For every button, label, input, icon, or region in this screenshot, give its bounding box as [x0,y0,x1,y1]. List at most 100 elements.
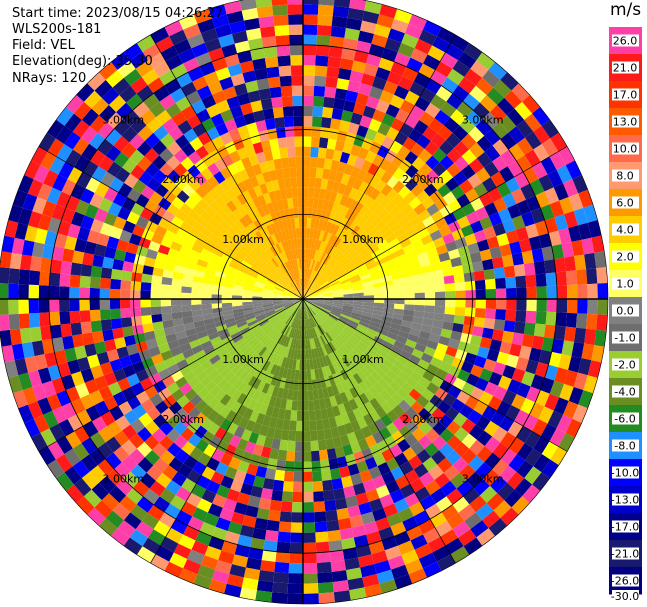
gate-cell [325,331,333,342]
gate-cell [122,424,138,440]
gate-cell [303,217,308,228]
gate-cell [214,389,227,402]
gate-cell [219,405,232,419]
gate-cell [390,564,409,580]
gate-cell [352,213,363,225]
gate-cell [98,155,114,172]
gate-cell [240,102,254,116]
gate-cell [258,570,275,583]
gate-cell [0,251,12,269]
gate-cell [290,410,298,421]
gate-cell [437,457,453,473]
gate-cell [296,258,300,269]
gate-cell [289,306,297,315]
gate-cell [408,568,428,584]
gate-cell [179,382,193,395]
gate-cell [296,299,303,308]
gate-cell [57,220,71,236]
gate-cell [413,463,429,479]
gate-cell [371,550,388,565]
gate-cell [189,191,203,204]
gate-cell [430,262,443,272]
gate-cell [365,95,380,110]
gate-cell [191,299,202,305]
gate-cell [296,166,303,178]
gate-cell [8,313,20,330]
gate-cell [181,142,196,157]
gate-cell [141,512,160,530]
gate-cell [241,329,252,338]
gate-cell [260,26,276,38]
gate-cell [219,452,233,467]
gate-cell [220,109,234,123]
gate-cell [213,315,225,323]
gate-cell [211,294,222,299]
gate-cell [296,290,303,299]
gate-cell [310,284,319,293]
gate-cell [146,177,161,192]
gate-cell [294,308,300,318]
gate-cell [396,354,409,366]
gate-cell [466,471,483,488]
gate-cell [251,163,263,176]
gate-cell [345,90,359,103]
gate-cell [339,194,349,207]
gate-cell [377,239,389,250]
gate-cell [545,272,557,287]
gate-cell [206,327,218,336]
gate-cell [347,7,365,21]
gate-cell [195,399,208,413]
gate-cell [262,108,275,120]
gate-cell [99,299,111,310]
gate-cell [313,249,319,261]
gate-cell [495,288,507,299]
gate-cell [235,234,246,245]
gate-cell [321,355,329,367]
gate-cell [292,269,297,281]
gate-cell [413,382,427,395]
ring-label: 3.00km [102,473,144,486]
gate-cell [38,285,50,299]
gate-cell [274,354,282,366]
gate-cell [506,471,525,490]
gate-cell [291,75,303,86]
gate-cell [41,380,57,398]
gate-cell [565,312,578,328]
gate-cell [227,227,239,238]
colorbar-tick-bg [612,304,639,317]
gate-cell [274,117,285,129]
gate-cell [282,296,293,299]
gate-cell [564,211,578,228]
gate-cell [92,330,105,344]
gate-cell [316,24,332,37]
gate-cell [499,243,512,257]
gate-cell [303,156,311,168]
gate-cell [461,164,476,180]
gate-cell [180,156,195,171]
gate-cell [86,354,100,369]
gate-cell [444,283,456,292]
gate-cell [332,338,342,349]
gate-cell [393,375,406,388]
gate-cell [533,260,546,275]
gate-cell [506,354,520,369]
gate-cell [352,332,363,341]
gate-cell [126,487,144,505]
gate-cell [369,188,381,201]
gate-cell [256,206,266,218]
gate-cell [379,4,398,19]
gate-cell [363,302,375,307]
gate-cell [215,66,231,81]
gate-cell [409,215,423,228]
gate-cell [397,540,415,556]
gate-cell [561,340,575,357]
gate-cell [267,247,276,258]
gate-cell [80,394,95,410]
gate-cell [98,518,118,537]
gate-cell [284,460,295,472]
gate-cell [108,485,127,503]
gate-cell [312,301,323,305]
gate-cell [423,183,438,197]
gate-cell [295,308,300,319]
gate-cell [386,331,398,341]
